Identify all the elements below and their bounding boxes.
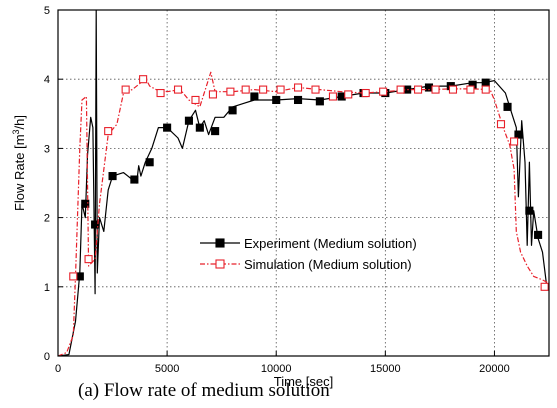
- series-2-marker: [448, 85, 458, 94]
- legend-marker-2: [215, 259, 225, 269]
- series-1-marker: [228, 106, 237, 115]
- series-1-marker: [514, 130, 523, 139]
- y-tick-label: 5: [44, 5, 50, 17]
- series-1-marker: [534, 230, 543, 239]
- series-1-marker: [108, 172, 117, 181]
- x-tick-label: 20000: [479, 363, 510, 375]
- x-tick-label: 5000: [155, 363, 179, 375]
- series-1-marker: [195, 123, 204, 132]
- y-tick-label: 2: [44, 213, 50, 225]
- series-1-marker: [337, 92, 346, 101]
- series-2: [58, 71, 549, 356]
- y-axis-title: Flow Rate [m3/h]: [11, 115, 27, 211]
- legend-marker-1: [215, 238, 225, 248]
- axis-ticks: 0 5000 10000 15000 20000 0 1 2 3 4 5: [44, 5, 510, 375]
- series-2-marker: [241, 85, 250, 94]
- series-2-marker: [540, 282, 549, 291]
- y-tick-label: 4: [44, 74, 50, 86]
- series-2-marker: [396, 85, 405, 94]
- series-2-marker: [510, 137, 519, 146]
- series-2-marker: [293, 83, 303, 92]
- series-1-marker: [184, 116, 193, 125]
- series-2-marker: [379, 87, 388, 96]
- series-2-marker: [226, 87, 235, 96]
- series-1-marker: [481, 78, 490, 87]
- y-axis-title-sup: 3: [11, 129, 21, 134]
- series-2-marker: [344, 90, 353, 99]
- series-1-marker: [75, 272, 84, 281]
- series-1-marker: [315, 97, 324, 106]
- series-2-marker: [191, 95, 200, 105]
- y-axis-title-suffix: /h]: [12, 115, 27, 129]
- series-2-marker: [466, 85, 475, 94]
- y-tick-label: 0: [44, 351, 50, 363]
- series-1-marker: [81, 199, 90, 208]
- series-2-marker: [173, 85, 183, 94]
- y-axis-title-prefix: Flow Rate [m: [12, 134, 27, 211]
- series-1-marker: [293, 95, 303, 105]
- series-2-marker: [104, 127, 113, 136]
- series-1-marker: [211, 127, 220, 136]
- series-2-line: [58, 71, 549, 356]
- series-2-marker: [431, 85, 440, 94]
- series-1-marker: [272, 95, 281, 105]
- figure-caption: (a) Flow rate of medium solution: [78, 380, 330, 401]
- series-1-marker: [130, 175, 139, 184]
- series-1-marker: [503, 102, 512, 111]
- series-2-marker: [156, 88, 165, 98]
- series-1-line: [58, 10, 548, 356]
- x-tick-label: 15000: [370, 363, 401, 375]
- series-2-marker: [276, 85, 285, 94]
- series-1-marker: [91, 220, 100, 229]
- x-axis-title: Time [sec]: [274, 374, 333, 389]
- legend-label-1: Experiment (Medium solution): [244, 236, 417, 251]
- series-2-marker: [139, 75, 148, 84]
- legend-label-2: Simulation (Medium solution): [244, 257, 412, 272]
- series-1-marker: [250, 92, 259, 101]
- grid-lines: [58, 10, 549, 356]
- series-2-marker: [69, 272, 78, 281]
- series-2-marker: [84, 255, 93, 264]
- x-tick-label: 10000: [261, 363, 292, 375]
- y-tick-label: 1: [44, 282, 50, 294]
- series-2-marker: [121, 85, 130, 94]
- series-1-marker: [525, 206, 534, 215]
- plot-frame: [57, 9, 550, 357]
- series-1-marker: [145, 158, 154, 167]
- series-2-marker: [259, 85, 268, 94]
- series-2-marker: [496, 120, 506, 129]
- series-1: [58, 10, 548, 356]
- series-layer: [58, 10, 549, 356]
- series-2-marker: [208, 90, 217, 99]
- series-1-marker: [163, 123, 172, 132]
- series-2-marker: [328, 92, 338, 101]
- series-2-marker: [361, 88, 370, 98]
- legend: Experiment (Medium solution) Simulation (…: [200, 236, 417, 272]
- x-tick-label: 0: [55, 363, 61, 375]
- series-2-marker: [481, 85, 490, 94]
- series-2-marker: [311, 85, 320, 94]
- series-2-marker: [414, 85, 423, 94]
- y-tick-label: 3: [44, 143, 50, 155]
